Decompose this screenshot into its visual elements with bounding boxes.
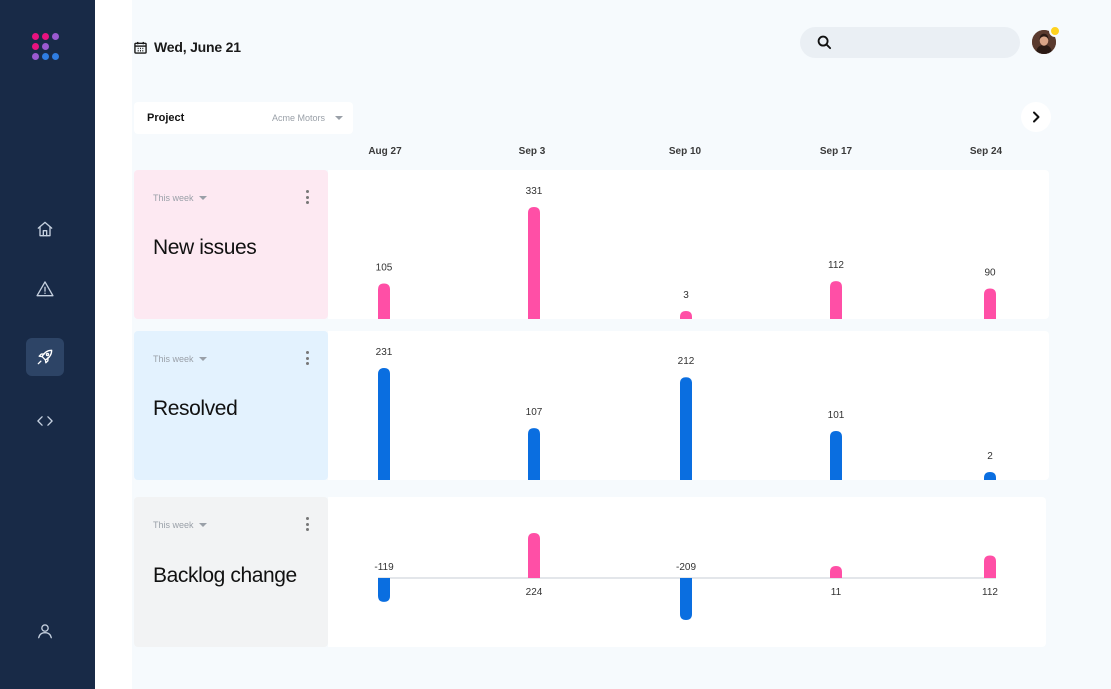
- user-icon: [38, 624, 52, 639]
- metric-card-backlog-change: This week Backlog change: [134, 497, 328, 647]
- search-input[interactable]: [840, 32, 1010, 53]
- chart-bar: [984, 555, 996, 578]
- column-header: Sep 24: [969, 146, 1003, 157]
- rocket-icon: [37, 349, 53, 365]
- period-dropdown[interactable]: This week: [153, 520, 207, 530]
- bar-value-label: 212: [678, 356, 695, 367]
- bar-value-label: 224: [526, 587, 543, 598]
- bar-value-label: 101: [828, 410, 845, 421]
- sidebar-item-alerts[interactable]: [26, 270, 64, 308]
- user-photo-icon: [1032, 30, 1056, 54]
- chart-bar: [528, 207, 540, 319]
- avatar[interactable]: [1032, 30, 1056, 54]
- chart-new-issues: 105 331 3 112 90: [328, 170, 1049, 319]
- more-options-icon[interactable]: [302, 351, 312, 365]
- bar-value-label: 107: [526, 407, 543, 418]
- warning-icon: [36, 281, 54, 297]
- code-icon: [37, 416, 53, 426]
- sidebar-item-home[interactable]: [26, 210, 64, 248]
- metric-card-resolved: This week Resolved: [134, 331, 328, 480]
- project-selector[interactable]: Project Acme Motors: [134, 102, 353, 134]
- dots-logo-icon[interactable]: [32, 33, 60, 61]
- project-value: Acme Motors: [271, 113, 325, 123]
- chevron-down-icon: [198, 357, 207, 361]
- chart-bar: [528, 428, 540, 480]
- chart-bar: [378, 283, 390, 319]
- next-page-button[interactable]: [1021, 102, 1051, 132]
- project-label: Project: [147, 112, 185, 124]
- card-title: Resolved: [153, 397, 238, 420]
- chart-bar: [984, 472, 996, 480]
- card-title: New issues: [153, 236, 257, 259]
- bar-value-label: 2: [987, 451, 993, 462]
- chart-bar: [680, 311, 692, 319]
- sidebar-item-deployments[interactable]: [26, 338, 64, 376]
- notification-badge: [1049, 25, 1061, 37]
- search-icon: [817, 35, 832, 50]
- period-dropdown[interactable]: This week: [153, 354, 207, 364]
- chart-bar: [984, 288, 996, 319]
- chart-bar: [830, 281, 842, 319]
- chart-resolved: 231 107 212 101 2: [328, 331, 1049, 480]
- card-title: Backlog change: [153, 564, 297, 587]
- bar-value-label: 11: [831, 587, 842, 598]
- chevron-down-icon: [335, 116, 343, 120]
- period-label: This week: [153, 193, 194, 203]
- sidebar: [0, 0, 95, 689]
- column-header: Sep 17: [819, 146, 853, 157]
- chart-backlog-change: -119 224 -209 11 112: [328, 497, 1046, 647]
- bar-value-label: 105: [376, 262, 393, 273]
- header-date: Wed, June 21: [134, 39, 241, 55]
- bar-value-label: 3: [683, 290, 689, 301]
- chevron-down-icon: [198, 196, 207, 200]
- chart-bar: [680, 377, 692, 480]
- bar-value-label: -119: [374, 562, 394, 573]
- more-options-icon[interactable]: [302, 517, 312, 531]
- bar-value-label: 112: [828, 260, 844, 271]
- sidebar-item-profile[interactable]: [26, 612, 64, 650]
- bar-value-label: -209: [676, 562, 696, 573]
- chart-bar: [528, 533, 540, 578]
- chevron-right-icon: [1033, 111, 1040, 123]
- column-header: Aug 27: [368, 146, 402, 157]
- column-header: Sep 10: [668, 146, 702, 157]
- chart-bar: [830, 431, 842, 480]
- more-options-icon[interactable]: [302, 190, 312, 204]
- period-label: This week: [153, 354, 194, 364]
- bar-value-label: 231: [376, 347, 393, 358]
- chart-bar: [378, 368, 390, 480]
- chart-bar: [830, 566, 842, 578]
- period-dropdown[interactable]: This week: [153, 193, 207, 203]
- search-bar[interactable]: [800, 27, 1020, 58]
- column-header: Sep 3: [518, 146, 546, 157]
- chart-bar: [378, 578, 390, 602]
- metric-card-new-issues: This week New issues: [134, 170, 328, 319]
- chart-bar: [680, 578, 692, 620]
- calendar-icon: [134, 41, 147, 54]
- bar-value-label: 331: [526, 186, 543, 197]
- sidebar-item-code[interactable]: [26, 402, 64, 440]
- bar-value-label: 112: [982, 587, 998, 598]
- chevron-down-icon: [198, 523, 207, 527]
- date-label: Wed, June 21: [154, 39, 241, 55]
- bar-value-label: 90: [984, 268, 996, 279]
- home-icon: [37, 221, 53, 237]
- period-label: This week: [153, 520, 194, 530]
